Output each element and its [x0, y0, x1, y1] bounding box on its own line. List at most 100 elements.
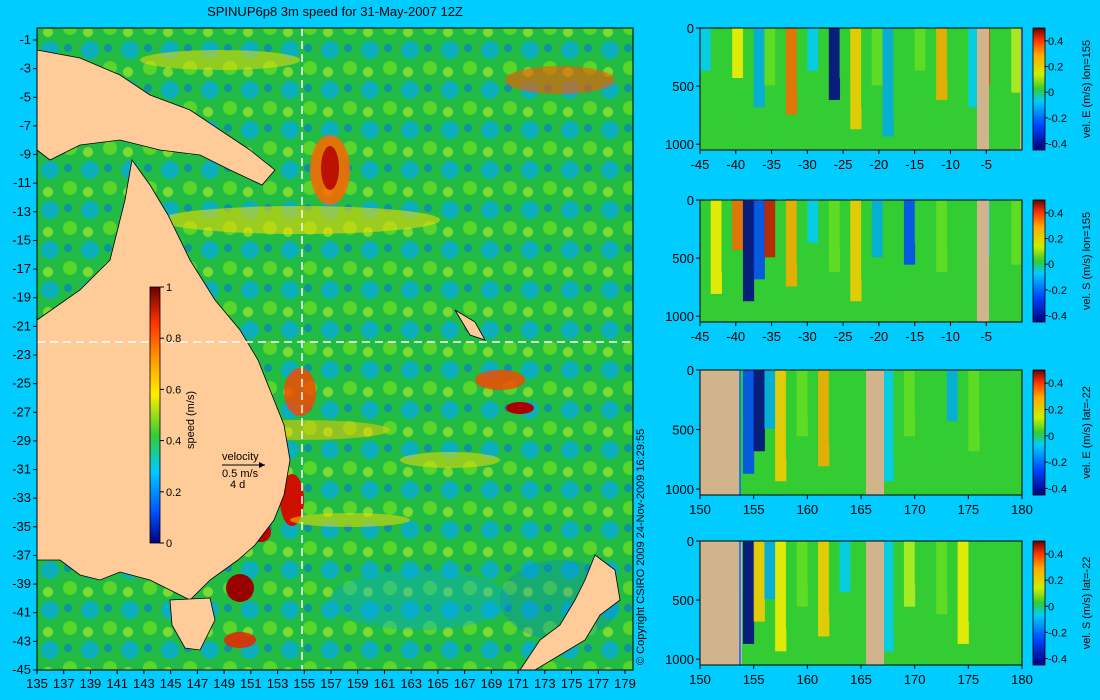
section-stripe: [968, 28, 980, 108]
section-land: [700, 370, 740, 495]
section-x-tick-label: 165: [850, 502, 872, 517]
section-panels: 0 500 1000 -45 -40 -35 -30 -25 -20 -15 -10 -5 0.4 0.2…: [665, 21, 1093, 687]
map-x-tick-label: 147: [187, 676, 209, 691]
speed-colorbar-tick-label: 0.8: [166, 333, 181, 345]
section-colorbar-tick-label: -0.4: [1048, 311, 1067, 323]
speed-colorbar-tick-label: 0: [166, 538, 172, 550]
section-colorbar-tick-label: -0.4: [1048, 139, 1067, 151]
section-stripe: [957, 541, 969, 644]
section-stripe: [925, 28, 937, 122]
section-colorbar-tick-label: 0.4: [1048, 378, 1063, 390]
section-stripe: [742, 28, 755, 130]
land: [36, 49, 621, 671]
section-colorbar-tick-label: 0: [1048, 601, 1054, 613]
section-stripe: [989, 370, 1002, 482]
section-stripe: [839, 200, 851, 251]
section-stripe: [700, 200, 712, 243]
eddy-features: [140, 50, 620, 648]
section-x-tick-label: -5: [980, 329, 992, 344]
section-colorbar-tick-label: 0.4: [1048, 208, 1063, 220]
section-y-tick-label: 0: [687, 21, 694, 36]
map-y-tick-label: -15: [12, 232, 31, 247]
section-stripe: [828, 541, 841, 615]
section-stripe: [1011, 200, 1023, 265]
section-stripe: [936, 200, 948, 272]
section-stripe: [753, 541, 765, 622]
section-colorbar-tick-label: 0.2: [1048, 62, 1063, 74]
section-x-tick-label: -35: [762, 157, 781, 172]
section-stripe: [882, 370, 894, 482]
map-y-tick-label: -29: [12, 433, 31, 448]
section-stripe: [796, 200, 808, 265]
velocity-legend-period: 4 d: [230, 479, 245, 491]
map-y-tick-label: -27: [12, 404, 31, 419]
tasmania-land: [169, 597, 216, 651]
map-y-tick-label: -11: [13, 175, 31, 190]
section-colorbar-tick-label: 0.4: [1048, 36, 1063, 48]
section-colorbar-label: vel. E (m/s) lat=-22: [1081, 386, 1093, 479]
section-stripe: [914, 541, 926, 585]
section-stripe: [946, 28, 959, 79]
arrow-head-icon: [259, 462, 265, 468]
section-panel-4: 0 500 1000 150 155 160 165 170 175 180 0.4 0.2 0 -0.2…: [665, 534, 1093, 687]
section-x-tick-label: 170: [904, 672, 926, 687]
section-y-tick-label: 500: [672, 423, 694, 438]
section-stripe: [936, 541, 948, 615]
map-x-ticks: 135 137 139 141 143 145 147 149 151 153 155 157 159 1…: [26, 670, 636, 691]
map-y-tick-label: -31: [12, 462, 31, 477]
map-x-tick-label: 159: [347, 676, 369, 691]
section-stripe: [850, 28, 862, 130]
map-y-tick-label: -5: [19, 89, 31, 104]
map-y-tick-label: -35: [12, 519, 31, 534]
section-land: [977, 200, 989, 322]
section-panel-1: 0 500 1000 -45 -40 -35 -30 -25 -20 -15 -10 -5 0.4 0.2…: [665, 21, 1093, 172]
section-stripe: [882, 200, 894, 309]
section-stripe: [850, 541, 862, 644]
section-stripe: [775, 370, 787, 482]
section-stripe: [775, 28, 787, 137]
section-x-tick-label: 160: [796, 502, 818, 517]
section-colorbar-label: vel. E (m/s) lon=155: [1081, 40, 1093, 138]
section-y-tick-label: 1000: [665, 652, 694, 667]
map-x-tick-label: 141: [106, 676, 128, 691]
section-stripe: [742, 200, 755, 302]
section-stripe: [903, 370, 916, 437]
map-frame: [36, 27, 634, 671]
section-x-tick-label: -15: [905, 329, 924, 344]
section-colorbar-tick-label: 0: [1048, 87, 1054, 99]
velocity-legend: velocity 0.5 m/s 4 d: [222, 451, 265, 491]
section-stripe: [893, 200, 905, 287]
section-stripe: [785, 200, 798, 287]
section-frame: [699, 199, 1023, 323]
section-stripe: [818, 28, 830, 122]
section-colorbar-tick-label: -0.2: [1048, 457, 1067, 469]
map-x-tick-label: 161: [374, 676, 396, 691]
map-x-tick-label: 165: [427, 676, 449, 691]
map-y-tick-label: -39: [12, 576, 31, 591]
section-x-tick-label: 155: [743, 672, 765, 687]
map-x-tick-label: 171: [507, 676, 529, 691]
map-x-tick-label: 155: [293, 676, 315, 691]
section-y-tick-label: 500: [672, 79, 694, 94]
map-y-tick-label: -17: [12, 261, 31, 276]
section-stripe: [742, 541, 755, 644]
map-x-tick-label: 135: [26, 676, 48, 691]
map-title: SPINUP6p8 3m speed for 31-May-2007 12Z: [207, 4, 463, 19]
map-x-tick-label: 177: [587, 676, 609, 691]
section-stripe: [957, 200, 969, 302]
copyright-text: © Copyright CSIRO 2009 24-Nov-2009 16:29…: [635, 429, 647, 665]
section-y-tick-label: 500: [672, 251, 694, 266]
section-x-tick-label: -10: [941, 329, 960, 344]
section-y-tick-label: 0: [687, 363, 694, 378]
section-stripe: [721, 28, 733, 100]
section-colorbar-tick-label: -0.2: [1048, 285, 1067, 297]
section-colorbar-tick-label: -0.2: [1048, 627, 1067, 639]
section-x-tick-label: -45: [691, 157, 710, 172]
section-x-tick-label: 175: [957, 502, 979, 517]
section-stripe: [807, 370, 819, 414]
section-panel-3: 0 500 1000 150 155 160 165 170 175 180 0.4 0.2 0 -0.2…: [665, 363, 1093, 517]
section-stripe: [871, 28, 883, 86]
section-stripe: [946, 370, 959, 422]
section-stripe: [1000, 370, 1012, 459]
map-x-tick-label: 143: [133, 676, 155, 691]
